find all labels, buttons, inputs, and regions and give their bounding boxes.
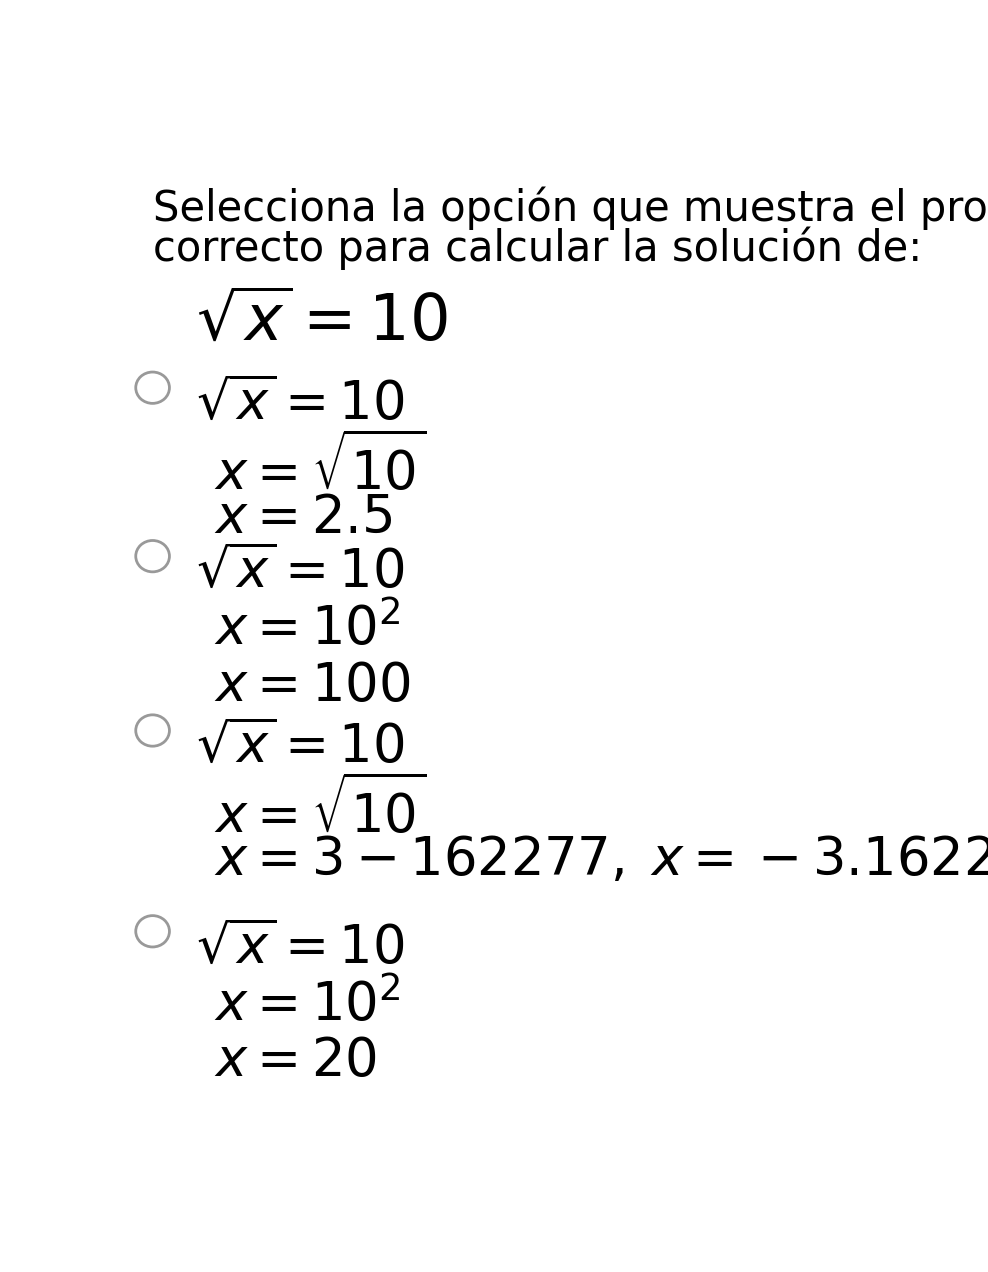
Text: $\sqrt{x} = 10$: $\sqrt{x} = 10$ [197, 721, 405, 772]
Text: $x = \sqrt{10}$: $x = \sqrt{10}$ [213, 435, 426, 501]
Text: Selecciona la opción que muestra el proceso: Selecciona la opción que muestra el proc… [152, 187, 988, 230]
Text: $x = 20$: $x = 20$ [213, 1035, 376, 1088]
Text: $x = 10^2$: $x = 10^2$ [213, 603, 401, 656]
Text: $x = \sqrt{10}$: $x = \sqrt{10}$ [213, 777, 426, 843]
Text: $x = 3 - 162277,\; x = -3.162277$: $x = 3 - 162277,\; x = -3.162277$ [213, 834, 988, 887]
Text: $\sqrt{x} = 10$: $\sqrt{x} = 10$ [197, 547, 405, 598]
Text: correcto para calcular la solución de:: correcto para calcular la solución de: [152, 226, 922, 270]
Text: $x = 100$: $x = 100$ [213, 660, 410, 712]
Text: $x = 10^2$: $x = 10^2$ [213, 978, 401, 1032]
Text: $\sqrt{x} = 10$: $\sqrt{x} = 10$ [197, 378, 405, 430]
Text: $x = 2.5$: $x = 2.5$ [213, 491, 392, 543]
Text: $\sqrt{x} = 10$: $\sqrt{x} = 10$ [197, 921, 405, 973]
Text: $\sqrt{x} = 10$: $\sqrt{x} = 10$ [197, 291, 449, 354]
